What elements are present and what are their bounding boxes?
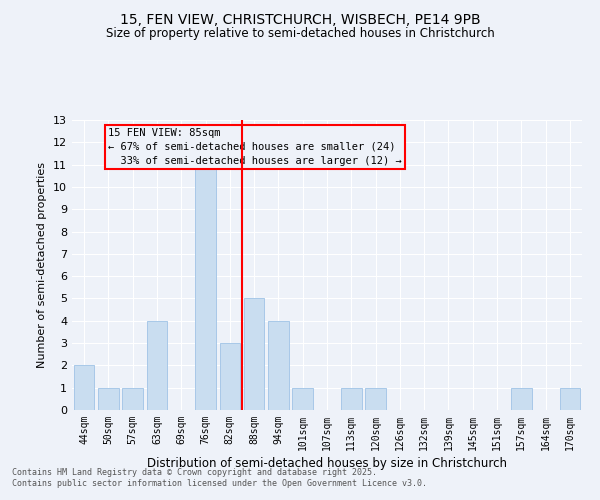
Text: Contains HM Land Registry data © Crown copyright and database right 2025.
Contai: Contains HM Land Registry data © Crown c… — [12, 468, 427, 487]
X-axis label: Distribution of semi-detached houses by size in Christchurch: Distribution of semi-detached houses by … — [147, 457, 507, 470]
Bar — [244, 298, 265, 410]
Bar — [122, 388, 143, 410]
Bar — [98, 388, 119, 410]
Y-axis label: Number of semi-detached properties: Number of semi-detached properties — [37, 162, 47, 368]
Bar — [268, 321, 289, 410]
Text: 15, FEN VIEW, CHRISTCHURCH, WISBECH, PE14 9PB: 15, FEN VIEW, CHRISTCHURCH, WISBECH, PE1… — [119, 12, 481, 26]
Bar — [195, 164, 216, 410]
Bar — [511, 388, 532, 410]
Bar — [365, 388, 386, 410]
Text: Size of property relative to semi-detached houses in Christchurch: Size of property relative to semi-detach… — [106, 28, 494, 40]
Bar — [220, 343, 240, 410]
Bar — [146, 321, 167, 410]
Bar — [74, 366, 94, 410]
Bar — [560, 388, 580, 410]
Bar — [292, 388, 313, 410]
Bar — [341, 388, 362, 410]
Text: 15 FEN VIEW: 85sqm
← 67% of semi-detached houses are smaller (24)
  33% of semi-: 15 FEN VIEW: 85sqm ← 67% of semi-detache… — [109, 128, 402, 166]
